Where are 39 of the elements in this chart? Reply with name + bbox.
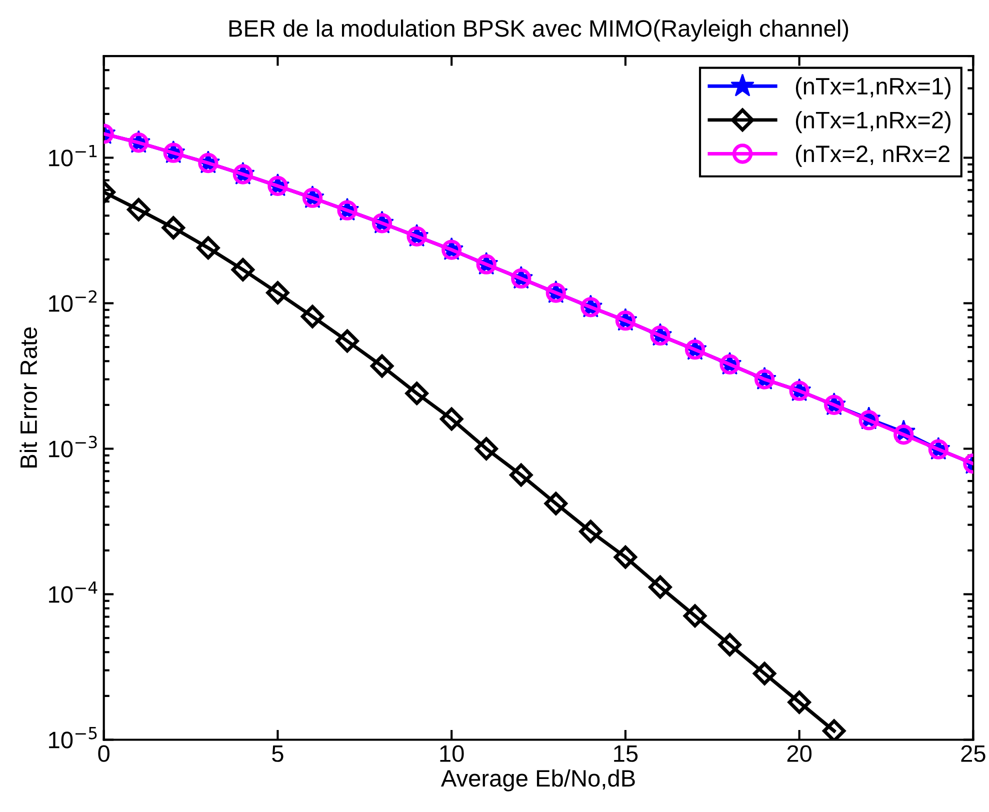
point (300, 304, 324, 328)
x-tick-label: 10 (440, 745, 464, 762)
point (336, 329, 359, 353)
point (752, 662, 776, 686)
legend-label: (nTx=2, nRx=2 (796, 144, 950, 167)
point (788, 690, 811, 714)
y-tick-label: 10$^{−5}$ (49, 727, 97, 748)
x-tick-label: 25 (961, 745, 986, 762)
x-tick-label: 20 (787, 745, 812, 762)
point (510, 463, 533, 487)
point (474, 437, 498, 460)
y-tick-label: 10$^{−4}$ (49, 582, 98, 603)
point (196, 236, 220, 260)
point (718, 633, 742, 656)
point (370, 354, 394, 378)
y-tick-label: 10$^{−2}$ (49, 290, 96, 312)
point (544, 492, 568, 516)
y-tick-label: 10$^{−1}$ (49, 145, 97, 166)
chart-title: BER de la modulation BPSK avec MIMO(Rayleigh channel) (229, 19, 848, 42)
x-axis-title: Average Eb/No,dB (440, 769, 635, 792)
point (614, 546, 637, 569)
point (405, 382, 428, 405)
point (266, 281, 290, 304)
legend-label: (nTx=1,nRx=1) (796, 77, 950, 100)
point (683, 604, 707, 628)
point (858, 410, 879, 430)
x-tick-label: 5 (272, 745, 284, 762)
point (648, 576, 672, 599)
point (127, 198, 150, 222)
y-axis-title: Bit Error Rate (20, 327, 38, 468)
point (894, 424, 914, 445)
point (231, 258, 254, 282)
legend-label: (nTx=1,nRx=2) (796, 111, 950, 134)
point (162, 216, 185, 240)
point (440, 407, 464, 431)
x-tick-label: 15 (614, 745, 638, 762)
x-tick-label: 0 (98, 745, 110, 762)
point (579, 520, 602, 544)
y-tick-label: 10$^{−3}$ (49, 436, 97, 458)
